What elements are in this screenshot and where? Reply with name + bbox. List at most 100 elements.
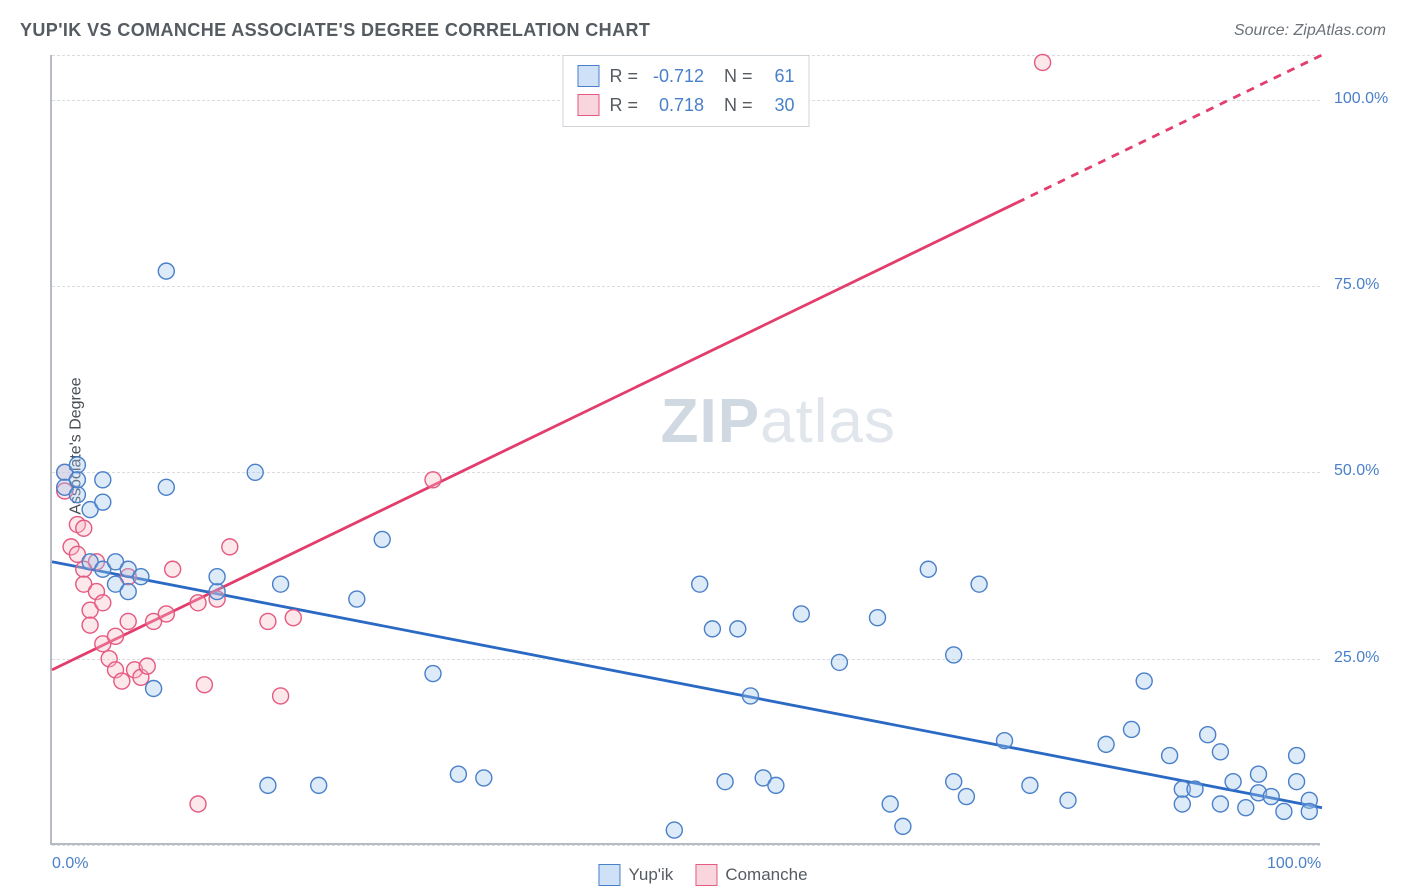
stats-row: R = 0.718 N = 30 xyxy=(577,91,794,120)
chart-title: YUP'IK VS COMANCHE ASSOCIATE'S DEGREE CO… xyxy=(20,20,650,41)
stat-r-value: 0.718 xyxy=(648,91,704,120)
legend-swatch xyxy=(577,94,599,116)
data-point xyxy=(190,796,206,812)
data-point xyxy=(1136,673,1152,689)
stat-n-label: N = xyxy=(724,91,753,120)
data-point xyxy=(1289,774,1305,790)
ytick-label: 25.0% xyxy=(1334,649,1379,667)
ytick-label: 75.0% xyxy=(1334,276,1379,294)
data-point xyxy=(768,777,784,793)
data-point xyxy=(1289,748,1305,764)
data-point xyxy=(1276,803,1292,819)
data-point xyxy=(1225,774,1241,790)
data-point xyxy=(82,617,98,633)
data-point xyxy=(971,576,987,592)
plot-area: ZIPatlas R =-0.712N =61R =0.718N =30 25.… xyxy=(50,55,1320,845)
data-point xyxy=(120,584,136,600)
source-label: Source: ZipAtlas.com xyxy=(1234,22,1386,40)
data-point xyxy=(743,688,759,704)
data-point xyxy=(146,680,162,696)
data-point xyxy=(108,628,124,644)
data-point xyxy=(196,677,212,693)
data-point xyxy=(76,520,92,536)
data-point xyxy=(1098,736,1114,752)
gridline-minor xyxy=(52,845,1320,846)
data-point xyxy=(1174,796,1190,812)
trend-line-dashed xyxy=(1017,55,1322,203)
data-point xyxy=(273,576,289,592)
ytick-label: 100.0% xyxy=(1334,90,1388,108)
data-point xyxy=(349,591,365,607)
chart-svg xyxy=(52,55,1320,843)
stat-r-label: R = xyxy=(609,91,638,120)
data-point xyxy=(882,796,898,812)
data-point xyxy=(311,777,327,793)
bottom-legend: Yup'ik Comanche xyxy=(598,864,807,886)
data-point xyxy=(165,561,181,577)
data-point xyxy=(158,606,174,622)
stat-n-label: N = xyxy=(724,62,753,91)
data-point xyxy=(69,487,85,503)
data-point xyxy=(285,610,301,626)
data-point xyxy=(946,647,962,663)
data-point xyxy=(946,774,962,790)
data-point xyxy=(120,613,136,629)
data-point xyxy=(425,472,441,488)
data-point xyxy=(730,621,746,637)
data-point xyxy=(114,673,130,689)
legend-swatch xyxy=(577,65,599,87)
data-point xyxy=(69,457,85,473)
data-point xyxy=(958,789,974,805)
stat-n-value: 30 xyxy=(763,91,795,120)
stats-row: R =-0.712N =61 xyxy=(577,62,794,91)
xtick-label: 100.0% xyxy=(1267,855,1321,873)
data-point xyxy=(1263,789,1279,805)
legend-item: Yup'ik xyxy=(598,864,673,886)
data-point xyxy=(476,770,492,786)
data-point xyxy=(222,539,238,555)
legend-label: Yup'ik xyxy=(628,865,673,885)
data-point xyxy=(997,733,1013,749)
data-point xyxy=(717,774,733,790)
data-point xyxy=(374,531,390,547)
data-point xyxy=(247,464,263,480)
data-point xyxy=(704,621,720,637)
data-point xyxy=(1238,800,1254,816)
data-point xyxy=(1035,54,1051,70)
data-point xyxy=(1124,721,1140,737)
ytick-label: 50.0% xyxy=(1334,462,1379,480)
stats-box: R =-0.712N =61R =0.718N =30 xyxy=(562,55,809,127)
data-point xyxy=(209,569,225,585)
data-point xyxy=(260,613,276,629)
data-point xyxy=(1022,777,1038,793)
data-point xyxy=(895,818,911,834)
stat-r-label: R = xyxy=(609,62,638,91)
stat-n-value: 61 xyxy=(763,62,795,91)
data-point xyxy=(69,472,85,488)
data-point xyxy=(870,610,886,626)
data-point xyxy=(95,472,111,488)
data-point xyxy=(920,561,936,577)
data-point xyxy=(95,494,111,510)
data-point xyxy=(273,688,289,704)
data-point xyxy=(831,654,847,670)
data-point xyxy=(1200,727,1216,743)
data-point xyxy=(1060,792,1076,808)
legend-swatch xyxy=(695,864,717,886)
trend-line xyxy=(52,562,1322,808)
data-point xyxy=(1251,766,1267,782)
data-point xyxy=(1212,744,1228,760)
data-point xyxy=(1162,748,1178,764)
data-point xyxy=(666,822,682,838)
data-point xyxy=(190,595,206,611)
data-point xyxy=(260,777,276,793)
data-point xyxy=(425,666,441,682)
data-point xyxy=(692,576,708,592)
data-point xyxy=(133,569,149,585)
data-point xyxy=(1187,781,1203,797)
data-point xyxy=(139,658,155,674)
data-point xyxy=(95,595,111,611)
legend-swatch xyxy=(598,864,620,886)
data-point xyxy=(1212,796,1228,812)
legend-label: Comanche xyxy=(725,865,807,885)
